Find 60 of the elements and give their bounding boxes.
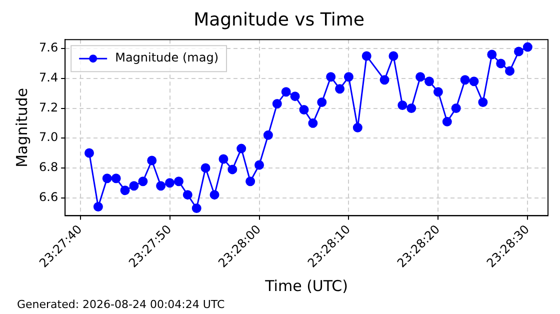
y-tick-label: 6.6	[38, 190, 58, 204]
point	[478, 98, 488, 108]
point	[138, 176, 148, 186]
point	[514, 46, 524, 56]
y-tick-label: 7.0	[38, 130, 58, 144]
point	[290, 92, 300, 102]
point	[442, 116, 452, 126]
point	[165, 178, 175, 188]
point	[200, 163, 210, 173]
point	[388, 51, 398, 61]
point	[84, 148, 94, 158]
point	[505, 66, 515, 76]
point	[120, 186, 130, 196]
point	[246, 176, 256, 186]
point	[236, 144, 246, 154]
point	[263, 130, 273, 140]
point	[281, 87, 291, 97]
point	[344, 72, 354, 82]
point	[299, 104, 309, 114]
point	[254, 160, 264, 170]
point	[192, 203, 202, 213]
point	[424, 76, 434, 86]
point	[352, 122, 362, 132]
point	[317, 98, 327, 108]
chart-title: Magnitude vs Time	[194, 9, 364, 30]
point	[228, 164, 238, 174]
point	[469, 76, 479, 86]
point	[326, 72, 336, 82]
point	[496, 58, 506, 68]
point	[129, 181, 139, 191]
point	[433, 87, 443, 97]
point	[272, 99, 282, 109]
point	[335, 84, 345, 94]
y-axis-title: Magnitude	[12, 88, 31, 168]
y-tick-label: 7.4	[38, 70, 58, 85]
point	[398, 100, 408, 110]
point	[416, 72, 426, 82]
point	[182, 190, 192, 200]
point	[308, 118, 318, 128]
x-axis-title: Time (UTC)	[264, 276, 348, 295]
point	[522, 42, 532, 52]
point	[102, 174, 112, 184]
point	[451, 104, 461, 114]
point	[174, 176, 184, 186]
y-tick-label: 7.6	[38, 40, 58, 55]
point	[147, 156, 157, 166]
point	[156, 181, 166, 191]
point	[487, 50, 497, 60]
y-tick-label: 6.8	[38, 160, 58, 174]
y-tick-label: 7.2	[38, 100, 58, 114]
point	[380, 75, 390, 85]
point	[210, 190, 220, 200]
legend-label: Magnitude (mag)	[115, 50, 219, 65]
text: Generated: 2026-08-24 00:04:24 UTC	[17, 298, 225, 311]
point	[460, 75, 470, 85]
point	[218, 154, 228, 164]
point	[406, 104, 416, 114]
point	[362, 51, 372, 61]
point	[111, 174, 121, 184]
point	[93, 202, 103, 212]
